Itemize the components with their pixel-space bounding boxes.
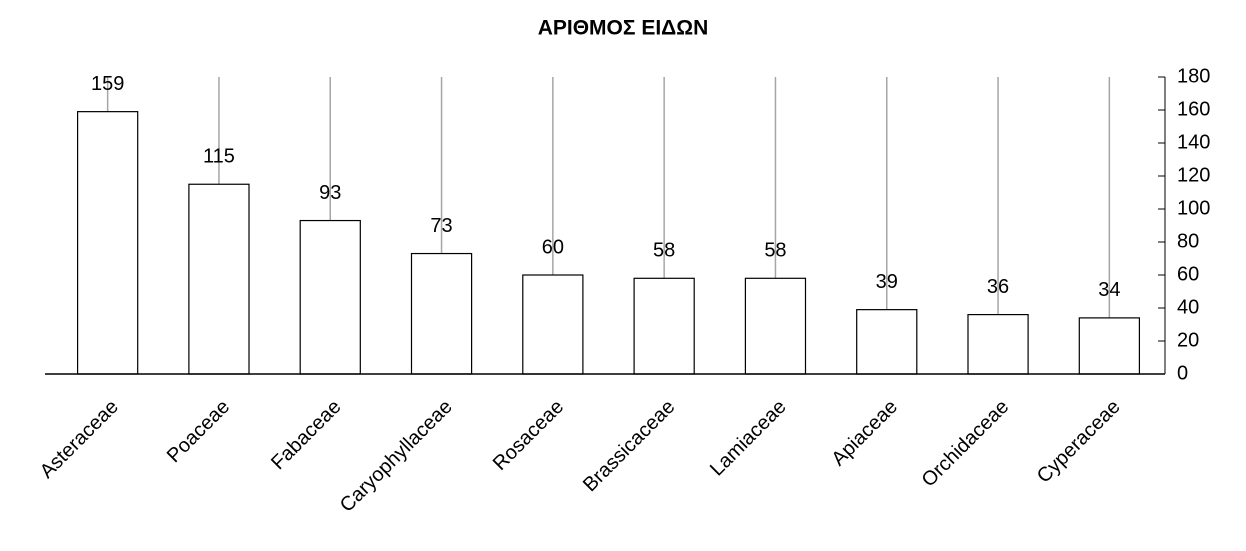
value-label: 73 bbox=[430, 215, 452, 237]
x-tick-label: Asteraceae bbox=[36, 396, 123, 483]
y-tick-label: 100 bbox=[1177, 197, 1210, 219]
x-tick-label: Brassicaceae bbox=[579, 396, 679, 496]
x-tick-label: Rosaceae bbox=[489, 396, 568, 475]
bar bbox=[744, 277, 807, 375]
x-tick-label: Caryophyllaceae bbox=[336, 396, 457, 517]
bar bbox=[188, 183, 250, 375]
value-label: 58 bbox=[764, 240, 786, 262]
x-tick-label: Lamiaceae bbox=[706, 396, 791, 481]
y-tick-label: 180 bbox=[1177, 65, 1210, 87]
x-tick-label: Poaceae bbox=[163, 396, 234, 467]
bar bbox=[410, 252, 473, 375]
value-label: 93 bbox=[319, 182, 341, 204]
value-label: 34 bbox=[1098, 279, 1120, 301]
y-tick-label: 20 bbox=[1177, 329, 1199, 351]
bar bbox=[856, 309, 918, 375]
bar bbox=[633, 277, 695, 375]
y-tick-label: 0 bbox=[1177, 362, 1188, 384]
y-tick-label: 140 bbox=[1177, 131, 1210, 153]
y-tick-label: 40 bbox=[1177, 296, 1199, 318]
y-tick-label: 60 bbox=[1177, 263, 1199, 285]
y-tick-label: 120 bbox=[1177, 164, 1210, 186]
value-label: 159 bbox=[91, 73, 124, 95]
value-label: 58 bbox=[653, 240, 675, 262]
bar bbox=[1078, 317, 1141, 375]
value-label: 115 bbox=[203, 146, 235, 168]
x-tick-label: Apiaceae bbox=[827, 396, 902, 471]
y-tick-label: 80 bbox=[1177, 230, 1199, 252]
chart-title: ΑΡΙΘΜΟΣ ΕΙΔΩΝ bbox=[538, 17, 709, 40]
bar bbox=[967, 314, 1029, 375]
x-tick-label: Orchidaceae bbox=[918, 396, 1014, 492]
value-label: 60 bbox=[542, 236, 564, 258]
value-label: 36 bbox=[987, 276, 1009, 298]
x-tick-label: Cyperaceae bbox=[1033, 396, 1125, 488]
bar bbox=[76, 111, 139, 375]
value-label: 39 bbox=[876, 271, 898, 293]
bar bbox=[522, 274, 584, 375]
x-tick-label: Fabaceae bbox=[267, 396, 345, 474]
bar bbox=[299, 219, 361, 375]
y-tick-label: 160 bbox=[1177, 98, 1210, 120]
